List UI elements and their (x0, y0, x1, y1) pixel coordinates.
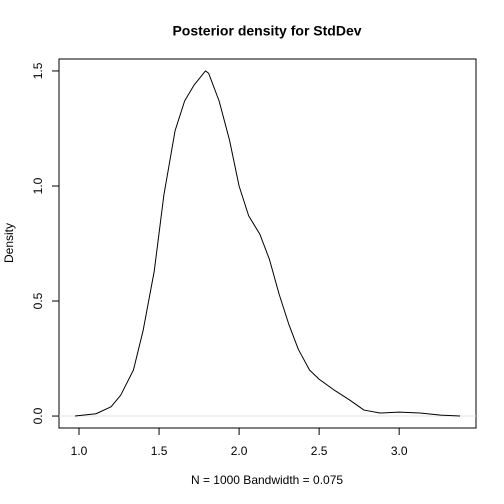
y-tick-label: 0.5 (31, 292, 45, 309)
y-tick-label: 0.0 (31, 407, 45, 424)
y-tick-label: 1.5 (31, 62, 45, 79)
x-tick-label: 1.5 (151, 444, 168, 458)
x-tick-label: 2.0 (231, 444, 248, 458)
density-line (74, 70, 461, 417)
x-tick-label: 3.0 (391, 444, 408, 458)
x-axis-label: N = 1000 Bandwidth = 0.075 (191, 473, 343, 487)
x-tick-label: 2.5 (311, 444, 328, 458)
chart-title: Posterior density for StdDev (172, 23, 361, 39)
y-axis-label: Density (2, 223, 16, 263)
x-tick-label: 1.0 (71, 444, 88, 458)
y-tick-label: 1.0 (31, 177, 45, 194)
